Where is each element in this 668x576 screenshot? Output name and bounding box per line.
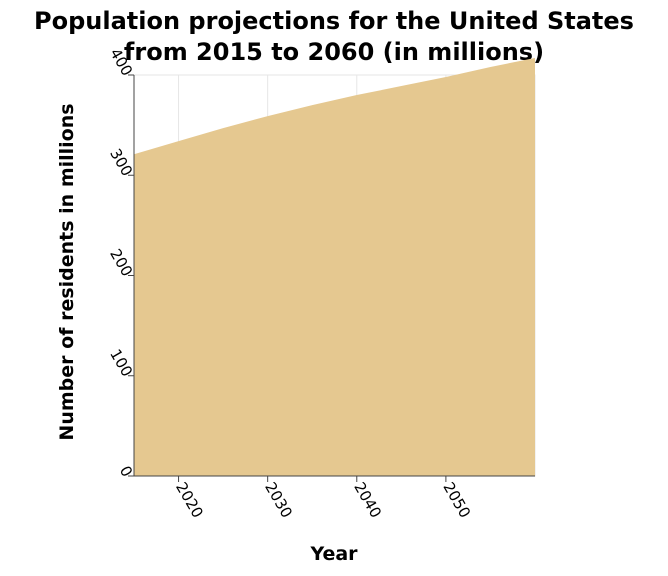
y-tick-label-200: 200 (106, 246, 136, 280)
chart-title-line-2: from 2015 to 2060 (in millions) (124, 38, 544, 66)
x-tick-label-2040: 2040 (350, 479, 385, 521)
x-tick-label-2020: 2020 (172, 479, 207, 521)
population-area (134, 57, 535, 477)
y-axis-label: Number of residents in millions (56, 103, 78, 440)
y-tick-label-0: 0 (116, 463, 136, 480)
x-ticks: 2020 2030 2040 2050 (172, 476, 474, 521)
y-tick-label-300: 300 (106, 145, 136, 179)
chart-title-line-1: Population projections for the United St… (34, 7, 634, 35)
x-tick-label-2050: 2050 (439, 479, 474, 521)
y-tick-label-100: 100 (106, 346, 136, 380)
x-axis-label: Year (309, 543, 358, 565)
x-tick-label-2030: 2030 (261, 479, 296, 521)
